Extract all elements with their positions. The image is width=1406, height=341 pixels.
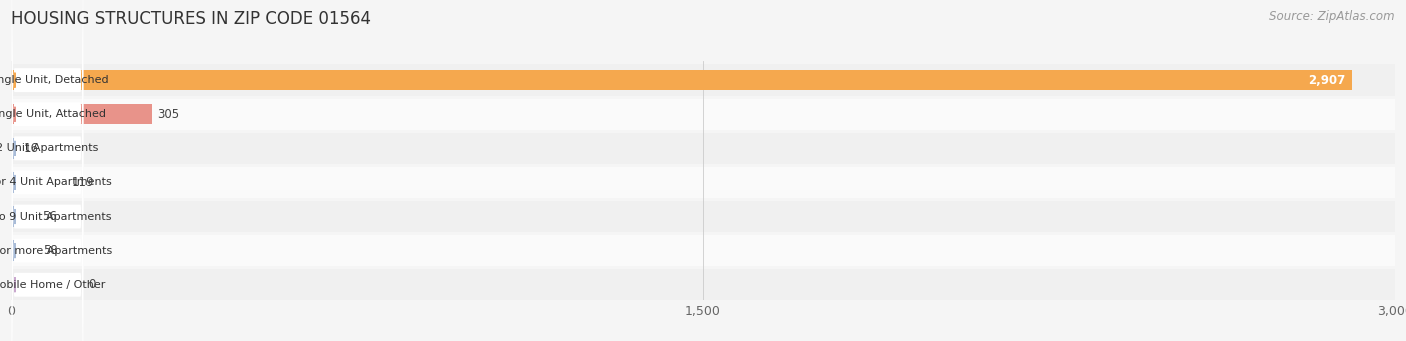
Text: 56: 56	[42, 210, 58, 223]
Bar	[11, 235, 1395, 266]
Text: HOUSING STRUCTURES IN ZIP CODE 01564: HOUSING STRUCTURES IN ZIP CODE 01564	[11, 10, 371, 28]
Bar	[11, 70, 1351, 90]
Bar	[11, 64, 1395, 96]
Text: 305: 305	[157, 108, 180, 121]
Bar	[11, 167, 1395, 198]
Bar	[11, 99, 1395, 130]
FancyBboxPatch shape	[11, 0, 83, 341]
Bar	[11, 133, 1395, 164]
Bar	[11, 138, 18, 159]
Text: 2 Unit Apartments: 2 Unit Apartments	[0, 143, 98, 153]
Text: Single Unit, Detached: Single Unit, Detached	[0, 75, 108, 85]
Text: Mobile Home / Other: Mobile Home / Other	[0, 280, 105, 290]
Text: 58: 58	[44, 244, 58, 257]
FancyBboxPatch shape	[11, 0, 83, 341]
Text: 3 or 4 Unit Apartments: 3 or 4 Unit Apartments	[0, 177, 111, 188]
FancyBboxPatch shape	[11, 92, 83, 341]
Text: 0: 0	[89, 278, 96, 291]
Bar	[11, 240, 38, 261]
FancyBboxPatch shape	[11, 0, 83, 273]
Text: 16: 16	[24, 142, 39, 155]
FancyBboxPatch shape	[11, 0, 83, 307]
FancyBboxPatch shape	[11, 58, 83, 341]
Bar	[11, 269, 1395, 300]
Text: 2,907: 2,907	[1308, 74, 1346, 87]
Text: 119: 119	[72, 176, 94, 189]
Bar	[11, 206, 37, 227]
Text: Source: ZipAtlas.com: Source: ZipAtlas.com	[1270, 10, 1395, 23]
Bar	[11, 104, 152, 124]
Bar	[11, 201, 1395, 232]
Bar	[11, 172, 66, 193]
Text: 10 or more Apartments: 10 or more Apartments	[0, 246, 112, 256]
Text: 5 to 9 Unit Apartments: 5 to 9 Unit Apartments	[0, 211, 111, 222]
FancyBboxPatch shape	[11, 24, 83, 341]
Text: Single Unit, Attached: Single Unit, Attached	[0, 109, 107, 119]
